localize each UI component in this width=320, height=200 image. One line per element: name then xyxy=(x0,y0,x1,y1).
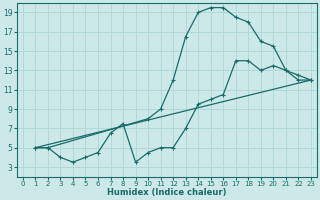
X-axis label: Humidex (Indice chaleur): Humidex (Indice chaleur) xyxy=(107,188,227,197)
